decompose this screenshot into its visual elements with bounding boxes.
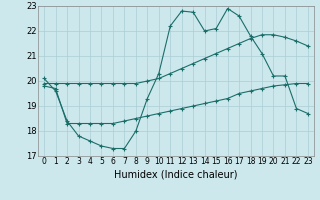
X-axis label: Humidex (Indice chaleur): Humidex (Indice chaleur) xyxy=(114,169,238,179)
